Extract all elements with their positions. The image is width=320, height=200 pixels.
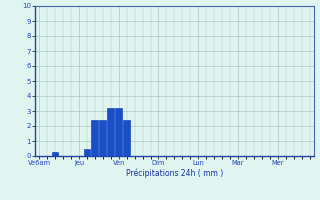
X-axis label: Précipitations 24h ( mm ): Précipitations 24h ( mm ): [126, 169, 223, 178]
Bar: [123, 120, 130, 156]
Bar: [115, 108, 122, 156]
Bar: [108, 108, 114, 156]
Bar: [100, 120, 106, 156]
Bar: [92, 120, 98, 156]
Bar: [84, 148, 90, 156]
Bar: [52, 152, 59, 156]
